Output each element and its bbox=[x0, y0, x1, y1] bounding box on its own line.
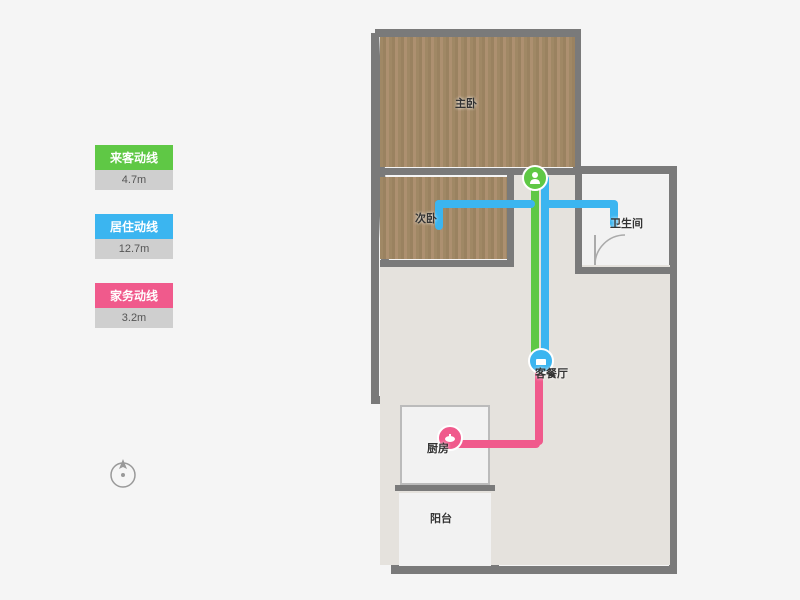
legend-housework-label: 家务动线 bbox=[95, 283, 173, 308]
legend-guest-value: 4.7m bbox=[95, 170, 173, 190]
legend-panel: 来客动线 4.7m 居住动线 12.7m 家务动线 3.2m bbox=[95, 145, 173, 352]
label-kitchen: 厨房 bbox=[427, 440, 449, 456]
floorplan: 主卧次卧 卫生间客餐厅厨房阳台 bbox=[355, 25, 677, 580]
compass-icon bbox=[105, 455, 141, 491]
label-bathroom: 卫生间 bbox=[610, 215, 643, 231]
label-master_bedroom: 主卧 bbox=[455, 95, 477, 111]
legend-guest-label: 来客动线 bbox=[95, 145, 173, 170]
legend-guest: 来客动线 4.7m bbox=[95, 145, 173, 190]
legend-housework-value: 3.2m bbox=[95, 308, 173, 328]
legend-living-label: 居住动线 bbox=[95, 214, 173, 239]
label-second_bedroom: 次卧 bbox=[415, 210, 437, 226]
legend-living: 居住动线 12.7m bbox=[95, 214, 173, 259]
legend-living-value: 12.7m bbox=[95, 239, 173, 259]
label-living_dining: 客餐厅 bbox=[535, 365, 568, 381]
label-balcony: 阳台 bbox=[430, 510, 452, 526]
legend-housework: 家务动线 3.2m bbox=[95, 283, 173, 328]
